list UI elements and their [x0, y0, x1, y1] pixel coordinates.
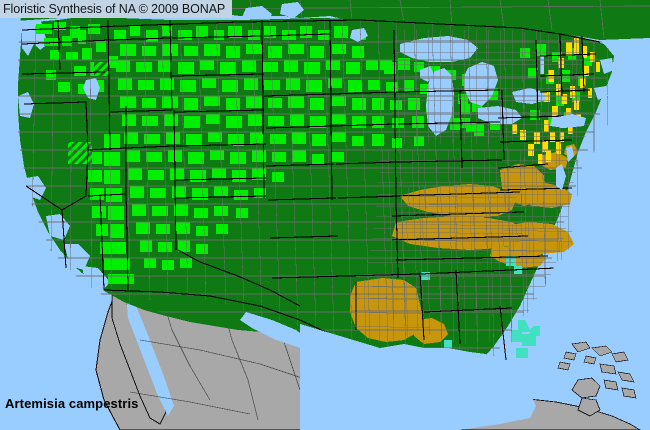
map-title-plate: Floristic Synthesis of NA © 2009 BONAP — [0, 0, 232, 18]
noted-region-county-mesh — [349, 165, 573, 343]
county-borders-east — [352, 30, 592, 347]
state-borders — [21, 19, 601, 361]
species-name-label: Artemisia campestris — [5, 396, 139, 411]
map-title-text: Floristic Synthesis of NA © 2009 BONAP — [3, 1, 226, 16]
coast-detail — [240, 58, 614, 430]
